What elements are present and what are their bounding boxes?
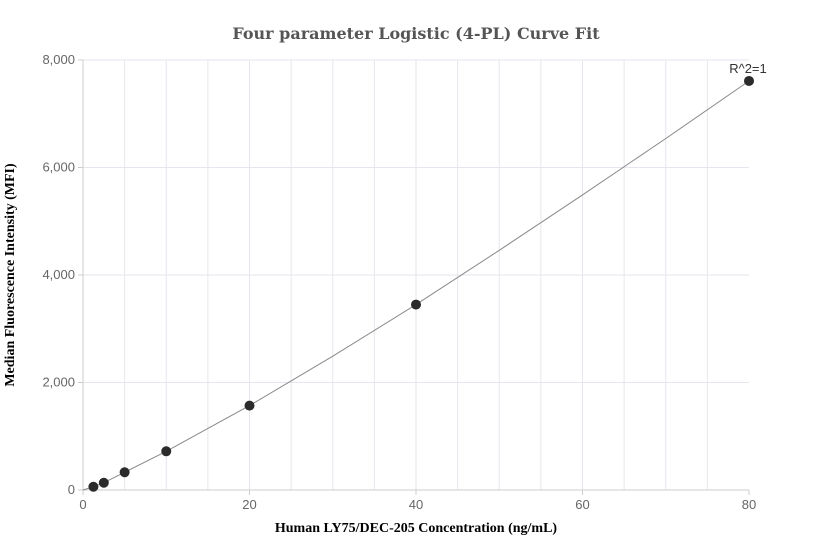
axes [78,59,750,495]
data-point [161,446,172,457]
y-tick-label: 2,000 [42,375,75,390]
data-point [119,467,130,478]
x-tick-label: 0 [79,497,86,512]
y-tick-label: 0 [68,482,75,497]
data-point [411,299,421,310]
data-point [88,481,99,492]
y-tick-label: 4,000 [42,267,75,282]
tick-labels: 0 20 40 60 80 0 2,000 4,000 6,000 8,000 [42,52,756,512]
data-point [98,477,109,488]
y-tick-label: 6,000 [42,160,75,175]
x-axis-label: Human LY75/DEC-205 Concentration (ng/mL) [275,521,558,536]
chart-title: Four parameter Logistic (4-PL) Curve Fit [232,24,600,43]
r-squared-annotation: R^2=1 [729,61,767,76]
x-tick-label: 80 [742,497,756,512]
data-points [88,75,754,492]
x-tick-label: 60 [575,497,589,512]
data-point [244,400,255,411]
x-tick-label: 20 [242,497,256,512]
x-tick-label: 40 [409,497,423,512]
y-tick-label: 8,000 [42,52,75,67]
data-point [744,75,754,86]
y-axis-label: Median Fluorescence Intensity (MFI) [3,163,18,387]
grid [83,59,749,490]
